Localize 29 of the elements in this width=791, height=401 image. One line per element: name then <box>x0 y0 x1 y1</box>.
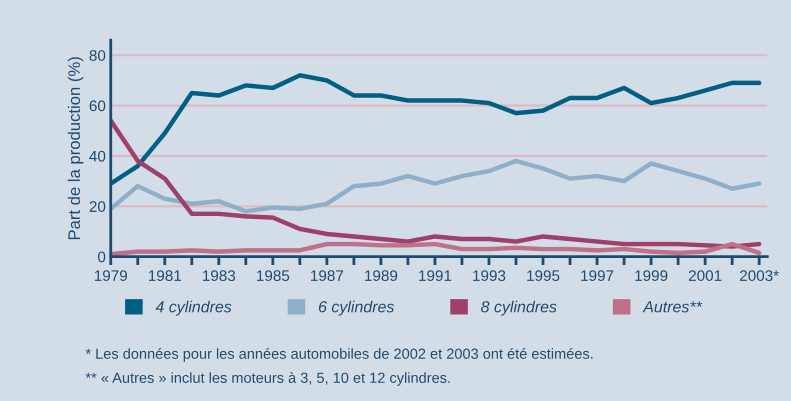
x-tick-label: 1981 <box>148 270 182 282</box>
text: ** « Autres » inclut les moteurs à 3, 5, 10 et 12 cylindres. <box>86 372 450 386</box>
legend-label: 8 cylindres <box>481 300 557 316</box>
y-axis-title: Part de la production (%) <box>68 57 84 240</box>
x-tick-label: 1999 <box>635 270 668 282</box>
line-series <box>110 73 762 186</box>
line-series <box>110 118 762 249</box>
x-tick-label: 2001 <box>688 270 722 282</box>
legend-label: Autres** <box>642 301 702 312</box>
x-tick-label: 1989 <box>365 270 398 282</box>
y-tick-label: 60 <box>90 100 106 112</box>
y-tick-label: 40 <box>89 150 106 162</box>
y-tick-label: 80 <box>90 50 106 61</box>
x-tick-label: 1997 <box>581 270 614 282</box>
y-tick-label: 0 <box>98 252 106 262</box>
line-series <box>110 158 762 214</box>
line-series <box>110 242 762 256</box>
x-tick-label: 1983 <box>202 270 236 282</box>
x-tick-label: 1991 <box>419 270 452 282</box>
x-tick-label: 1993 <box>473 270 506 282</box>
x-tick-label: 1995 <box>527 270 560 282</box>
x-tick-label: 1985 <box>257 270 290 282</box>
x-tick-label: 1987 <box>311 270 344 282</box>
x-tick-label: 2003* <box>740 270 779 282</box>
text: * Les données pour les années automobiles de 2002 et 2003 ont été estimées. <box>86 348 592 362</box>
legend-label: 4 cylindres <box>156 300 232 316</box>
y-tick-label: 20 <box>90 201 106 212</box>
x-tick-label: 1979 <box>94 270 128 282</box>
legend-label: 6 cylindres <box>318 300 394 316</box>
